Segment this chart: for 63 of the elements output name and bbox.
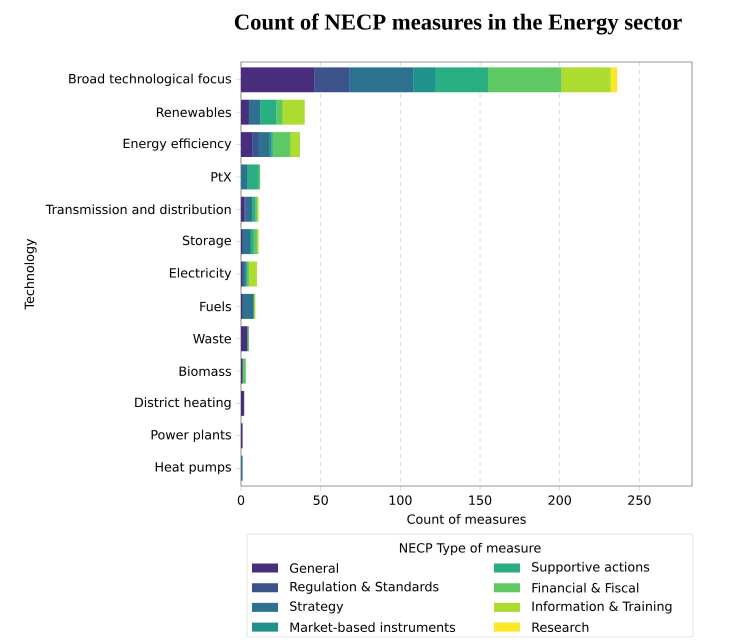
y-tick-label: PtX (212, 172, 232, 182)
y-tick-label: Transmission and distribution (46, 204, 231, 214)
bar (260, 100, 276, 125)
legend-label: Financial & Fiscal (532, 582, 638, 593)
y-tick-label: District heating (135, 397, 230, 410)
bar (242, 294, 254, 319)
bar (258, 132, 270, 157)
bar (349, 67, 414, 92)
bar (241, 100, 249, 125)
bar (241, 132, 252, 157)
y-tick-label: Waste (193, 334, 231, 344)
bar (252, 132, 259, 157)
bar (242, 358, 246, 384)
x-tick-label: 200 (548, 495, 571, 505)
bar (561, 67, 611, 92)
legend-label: Regulation & Standards (290, 582, 438, 594)
bar (241, 196, 244, 222)
bar (250, 229, 254, 254)
bar (272, 132, 290, 157)
legend-label: Information & Training (532, 601, 672, 614)
bar (241, 391, 244, 416)
bar (435, 67, 488, 92)
y-tick-label: Electricity (170, 268, 232, 280)
bar (242, 262, 246, 286)
bar (248, 262, 257, 286)
bar (241, 164, 248, 190)
y-tick-label: Fuels (200, 301, 232, 312)
legend-label: Research (532, 622, 588, 632)
y-tick-label: Storage (182, 236, 231, 248)
bar (254, 229, 257, 254)
bar (242, 229, 251, 254)
bar (276, 100, 282, 125)
x-tick-label: 0 (238, 495, 244, 505)
bar (282, 100, 305, 125)
bar (247, 164, 259, 190)
y-axis-title: Technology (24, 238, 37, 310)
bar (488, 67, 562, 92)
y-tick-label: Biomass (180, 366, 232, 376)
legend-label: General (290, 563, 338, 573)
x-axis-title: Count of measures (407, 514, 526, 524)
bar (413, 67, 436, 92)
legend-label: Supportive actions (532, 562, 650, 574)
x-tick-label: 250 (628, 495, 651, 505)
y-tick-label: Broad technological focus (69, 74, 232, 86)
chart-title: Count of NECP measures in the Energy sector (234, 14, 682, 34)
y-tick-label: Heat pumps (156, 462, 231, 474)
y-tick-label: Power plants (152, 430, 232, 442)
bar (246, 196, 252, 222)
bar (241, 326, 248, 352)
bar (248, 100, 260, 125)
bar (241, 67, 314, 92)
y-tick-label: Renewables (156, 107, 232, 118)
bar (610, 67, 618, 92)
x-tick-label: 150 (469, 495, 492, 505)
legend-label: Market-based instruments (290, 622, 456, 632)
legend-title: NECP Type of measure (400, 542, 541, 556)
x-tick-label: 50 (314, 495, 328, 505)
x-tick-label: 100 (390, 495, 412, 505)
bar (290, 132, 300, 157)
bar (314, 67, 350, 92)
bar (252, 196, 256, 222)
y-tick-label: Energy efficiency (124, 138, 232, 151)
legend-label: Strategy (290, 601, 344, 614)
